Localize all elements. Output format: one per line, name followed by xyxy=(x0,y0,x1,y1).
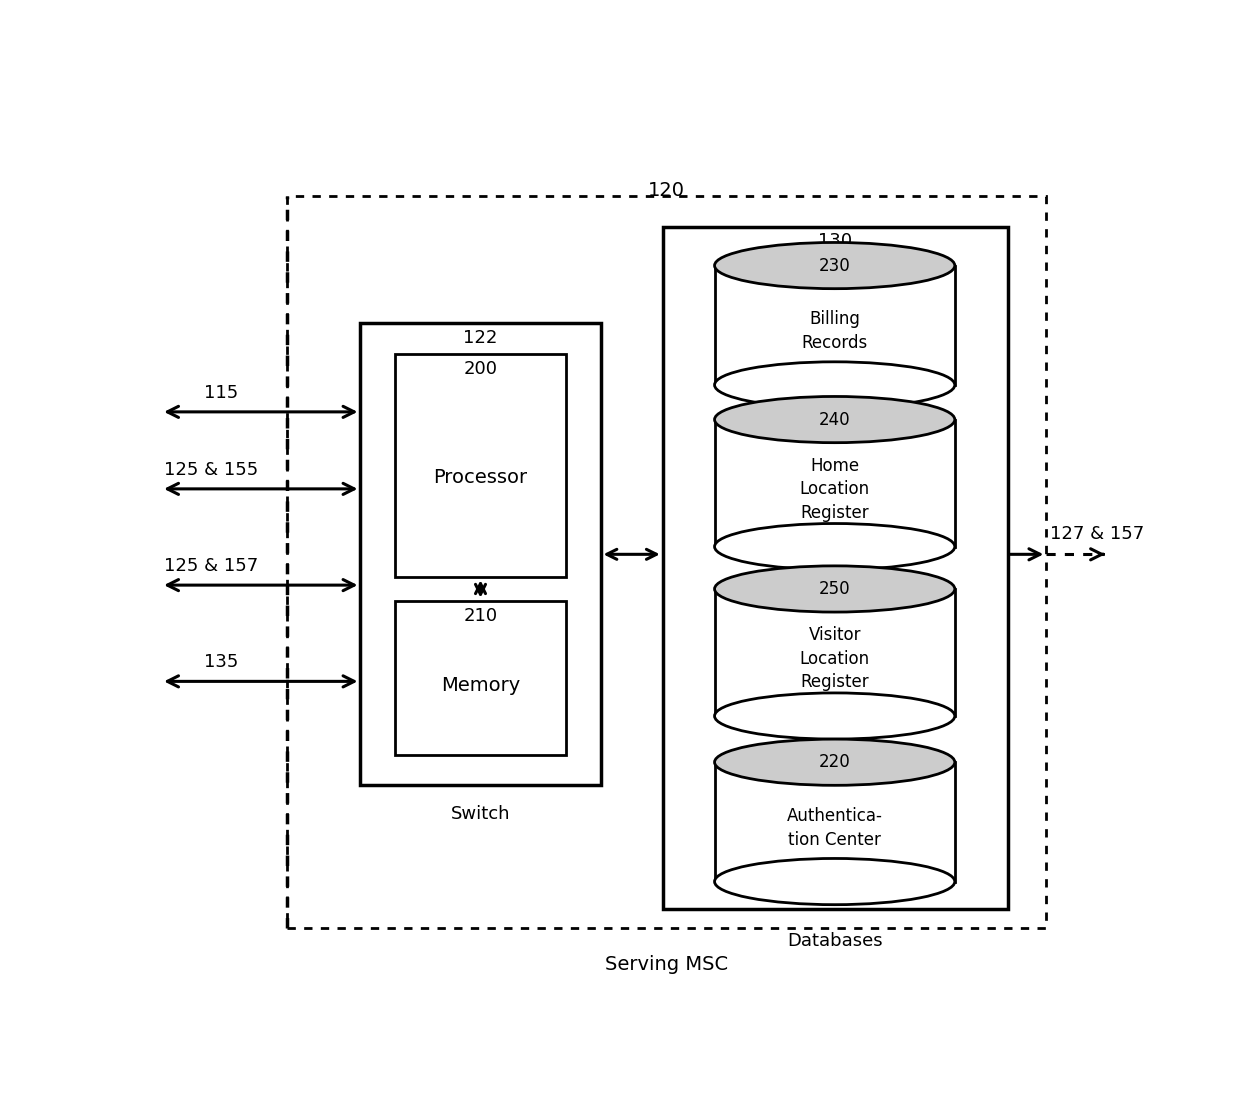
Ellipse shape xyxy=(714,739,955,785)
Text: Processor: Processor xyxy=(434,468,527,486)
Text: Switch: Switch xyxy=(451,804,510,823)
Bar xyxy=(396,354,565,577)
Text: 130: 130 xyxy=(817,233,852,250)
Text: 125 & 157: 125 & 157 xyxy=(164,557,258,575)
Bar xyxy=(714,589,955,716)
Text: Visitor
Location
Register: Visitor Location Register xyxy=(800,627,869,692)
Text: Serving MSC: Serving MSC xyxy=(605,955,728,974)
Ellipse shape xyxy=(714,243,955,289)
Text: 210: 210 xyxy=(464,607,497,624)
Text: 240: 240 xyxy=(818,410,851,429)
Bar xyxy=(286,196,1047,928)
Text: Billing
Records: Billing Records xyxy=(801,310,868,352)
Text: 115: 115 xyxy=(203,384,238,401)
Bar xyxy=(662,227,1007,909)
Text: 220: 220 xyxy=(818,753,851,771)
Ellipse shape xyxy=(714,693,955,739)
Bar xyxy=(396,600,565,754)
Bar xyxy=(714,266,955,385)
Text: Home
Location
Register: Home Location Register xyxy=(800,457,869,522)
Ellipse shape xyxy=(714,396,955,442)
Text: Databases: Databases xyxy=(787,932,883,950)
Ellipse shape xyxy=(714,524,955,570)
Ellipse shape xyxy=(714,243,955,289)
Text: 200: 200 xyxy=(464,361,497,378)
Text: 230: 230 xyxy=(818,257,851,275)
Text: Authentica-
tion Center: Authentica- tion Center xyxy=(786,807,883,848)
Text: 122: 122 xyxy=(464,329,497,346)
Text: 135: 135 xyxy=(203,653,238,672)
Ellipse shape xyxy=(714,566,955,612)
Ellipse shape xyxy=(714,362,955,408)
Bar xyxy=(714,419,955,547)
Text: 125 & 155: 125 & 155 xyxy=(164,461,258,479)
Bar xyxy=(714,762,955,881)
Ellipse shape xyxy=(714,739,955,785)
Bar xyxy=(361,323,600,785)
Ellipse shape xyxy=(714,396,955,442)
Text: 127 & 157: 127 & 157 xyxy=(1050,525,1145,543)
Text: Memory: Memory xyxy=(441,676,520,695)
Ellipse shape xyxy=(714,566,955,612)
Ellipse shape xyxy=(714,858,955,904)
Text: 250: 250 xyxy=(818,580,851,598)
Text: 120: 120 xyxy=(649,181,684,200)
